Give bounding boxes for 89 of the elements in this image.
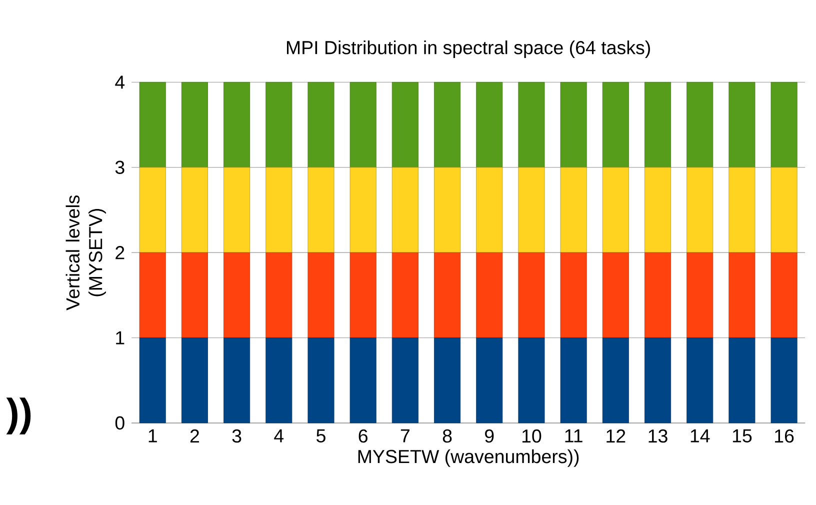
y-tick-label: 2 [116, 246, 124, 260]
x-tick-label: 2 [190, 429, 199, 442]
x-tick-label: 7 [400, 429, 410, 442]
bar [686, 167, 714, 253]
bar [308, 167, 334, 253]
bar [644, 337, 672, 424]
x-tick-label: 11 [565, 429, 582, 442]
bar [770, 167, 798, 253]
x-tick-label: 3 [232, 429, 242, 443]
bar [602, 167, 629, 253]
bar [644, 167, 672, 253]
x-tick-label: 13 [648, 429, 668, 443]
bar [181, 82, 208, 168]
y-tick-label: 3 [115, 160, 124, 174]
bar [728, 252, 756, 338]
bar [181, 167, 208, 253]
bar [224, 337, 250, 424]
x-axis-title: MYSETW (wavenumbers)) [358, 449, 579, 467]
bar [224, 252, 250, 338]
bar [560, 252, 587, 338]
bar [266, 167, 292, 253]
bar [139, 82, 166, 168]
bar [350, 167, 376, 253]
bar [476, 167, 503, 253]
bar [350, 82, 376, 168]
bar [644, 252, 672, 338]
bar [392, 82, 418, 168]
bar [139, 252, 166, 338]
y-tick-label: 4 [115, 76, 125, 89]
bar [224, 167, 250, 253]
bar [560, 167, 587, 253]
bar [644, 82, 672, 168]
bar [266, 252, 292, 338]
bar [728, 167, 756, 253]
x-tick-label: 9 [485, 429, 494, 443]
bar [518, 82, 545, 168]
y-tick-label: 1 [116, 331, 124, 344]
x-tick-label: 5 [316, 429, 326, 442]
bar [560, 82, 587, 168]
bar [602, 252, 629, 338]
bar [139, 167, 166, 253]
chart-title: MPI Distribution in spectral space (64 tasks) [286, 40, 650, 58]
bar [476, 337, 503, 424]
bar [266, 82, 292, 168]
bar [476, 252, 503, 338]
bar [308, 252, 334, 338]
bar [434, 167, 461, 253]
bar [518, 252, 545, 338]
bar [770, 82, 798, 168]
bar [518, 337, 545, 424]
x-tick-label: 1 [148, 429, 157, 442]
bar [308, 82, 334, 168]
bar [266, 337, 292, 424]
x-tick-label: 12 [606, 429, 626, 442]
bar [560, 337, 587, 424]
x-tick-label: 15 [732, 429, 752, 442]
x-tick-label: 8 [442, 429, 452, 443]
text: )) [6, 398, 31, 434]
bar [728, 337, 756, 424]
y-tick-label: 0 [115, 416, 124, 430]
x-tick-label: 14 [690, 429, 710, 442]
x-tick-label: 6 [358, 429, 368, 443]
bar [686, 337, 714, 424]
bar [770, 252, 798, 338]
bar [476, 82, 503, 168]
bar [181, 252, 208, 338]
bar [434, 82, 461, 168]
bar [181, 337, 208, 424]
x-tick-label: 16 [775, 429, 794, 443]
bar [434, 252, 461, 338]
bar [770, 337, 798, 424]
bar [139, 337, 166, 424]
bar [602, 337, 629, 424]
bar [392, 337, 418, 424]
bar [308, 337, 334, 424]
bar [686, 82, 714, 168]
bar [686, 252, 714, 338]
bar [518, 167, 545, 253]
bar [350, 252, 376, 338]
x-tick-label: 4 [274, 429, 284, 442]
bar [224, 82, 250, 168]
bar [392, 167, 418, 253]
x-tick-label: 10 [522, 429, 542, 443]
bar [602, 82, 629, 168]
bar [728, 82, 756, 168]
bar [434, 337, 461, 424]
y-axis-title: Vertical levels (MYSETV) [66, 195, 106, 310]
bar [350, 337, 376, 424]
bar [392, 252, 418, 338]
